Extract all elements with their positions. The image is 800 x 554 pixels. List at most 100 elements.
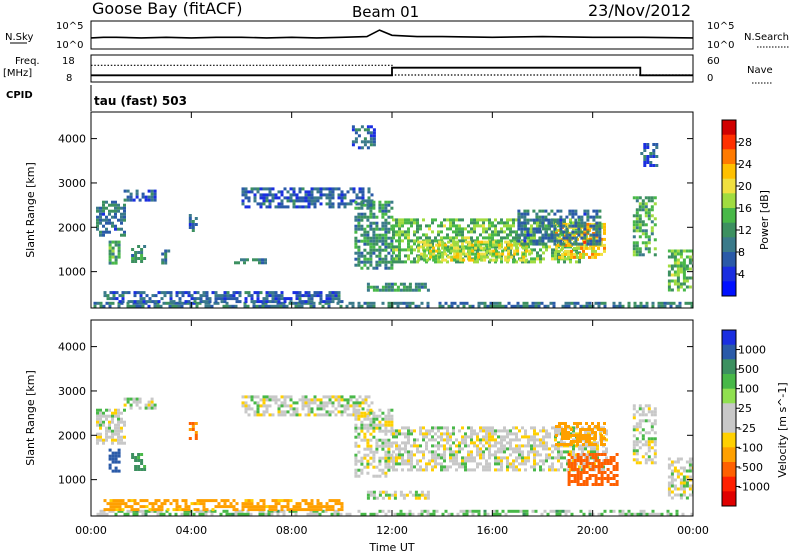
heatmap-cell — [545, 441, 548, 445]
heatmap-cell — [294, 512, 298, 516]
heatmap-cell — [354, 224, 358, 228]
heatmap-cell — [387, 450, 391, 454]
heatmap-cell — [141, 512, 145, 516]
heatmap-cell — [162, 301, 166, 305]
heatmap-cell — [527, 260, 530, 264]
heatmap-cell — [301, 294, 305, 298]
heatmap-cell — [470, 236, 473, 240]
heatmap-cell — [516, 249, 520, 253]
heatmap-cell — [494, 260, 497, 264]
heatmap-cell — [431, 453, 434, 457]
heatmap-cell — [268, 395, 272, 399]
heatmap-cell — [458, 450, 461, 454]
heatmap-cell — [372, 128, 376, 132]
heatmap-cell — [378, 420, 382, 424]
heatmap-cell — [304, 398, 308, 402]
heatmap-cell — [476, 447, 479, 451]
heatmap-cell — [480, 246, 484, 250]
heatmap-cell — [140, 251, 144, 254]
heatmap-cell — [682, 261, 686, 265]
heatmap-cell — [450, 512, 454, 516]
heatmap-cell — [384, 423, 388, 427]
heatmap-cell — [393, 512, 397, 516]
heatmap-cell — [612, 465, 616, 468]
heatmap-cell — [304, 205, 308, 209]
heatmap-cell — [229, 502, 233, 506]
heatmap-cell — [644, 443, 648, 447]
heatmap-cell — [552, 509, 556, 513]
heatmap-cell — [222, 304, 226, 308]
colorbar-tick-label: -1000 — [738, 480, 770, 493]
heatmap-cell — [121, 297, 125, 301]
heatmap-cell — [494, 432, 497, 436]
heatmap-cell — [231, 304, 235, 308]
heatmap-cell — [117, 414, 120, 418]
heatmap-cell — [434, 257, 437, 261]
heatmap-cell — [639, 301, 643, 305]
heatmap-cell — [411, 288, 415, 292]
heatmap-cell — [503, 230, 506, 234]
heatmap-cell — [536, 251, 539, 255]
heatmap-cell — [462, 301, 466, 305]
heatmap-cell — [539, 429, 542, 433]
heatmap-cell — [111, 252, 115, 256]
heatmap-cell — [384, 282, 388, 286]
heatmap-cell — [307, 398, 311, 402]
heatmap-cell — [579, 434, 582, 437]
colorbar-swatch — [722, 432, 736, 448]
heatmap-cell — [509, 239, 512, 243]
heatmap-cell — [449, 218, 452, 222]
heatmap-cell — [390, 285, 394, 289]
heatmap-cell — [584, 456, 587, 460]
heatmap-cell — [357, 251, 361, 255]
heatmap-cell — [396, 301, 400, 305]
heatmap-cell — [640, 152, 644, 155]
heatmap-cell — [666, 509, 670, 513]
heatmap-cell — [453, 301, 457, 305]
heatmap-cell — [638, 205, 642, 209]
heatmap-cell — [340, 410, 344, 414]
heatmap-cell — [410, 468, 413, 472]
heatmap-cell — [673, 273, 677, 277]
heatmap-cell — [566, 462, 569, 466]
heatmap-cell — [562, 230, 566, 234]
heatmap-cell — [612, 304, 616, 308]
heatmap-cell — [521, 456, 524, 460]
heatmap-cell — [307, 196, 311, 200]
heatmap-cell — [468, 249, 472, 253]
heatmap-blob-1 — [96, 200, 126, 237]
heatmap-cell — [123, 230, 126, 234]
heatmap-cell — [355, 202, 359, 206]
heatmap-cell — [533, 260, 536, 264]
heatmap-cell — [108, 246, 112, 250]
heatmap-cell — [504, 255, 508, 259]
heatmap-cell — [602, 426, 605, 430]
heatmap-cell — [455, 218, 458, 222]
heatmap-cell — [352, 395, 356, 399]
heatmap-cell — [615, 480, 619, 483]
heatmap-cell — [529, 239, 533, 243]
heatmap-cell — [638, 461, 642, 465]
heatmap-cell — [591, 437, 594, 440]
heatmap-cell — [369, 493, 373, 497]
heatmap-cell — [261, 258, 264, 262]
heatmap-cell — [369, 203, 373, 207]
heatmap-cell — [223, 499, 227, 503]
heatmap-cell — [585, 437, 588, 440]
heatmap-cell — [109, 297, 113, 301]
heatmap-cell — [652, 152, 656, 155]
heatmap-cell — [530, 230, 533, 234]
heatmap-cell — [670, 490, 674, 494]
heatmap-cell — [354, 417, 358, 421]
heatmap-cell — [252, 258, 255, 262]
heatmap-cell — [363, 239, 367, 243]
heatmap-cell — [495, 252, 499, 256]
heatmap-cell — [387, 453, 391, 457]
xtick-label: 04:00 — [175, 524, 207, 537]
heatmap-cell — [621, 304, 625, 308]
heatmap-cell — [449, 224, 452, 228]
heatmap-cell — [114, 429, 117, 433]
heatmap-cell — [545, 456, 548, 460]
heatmap-cell — [392, 230, 395, 234]
